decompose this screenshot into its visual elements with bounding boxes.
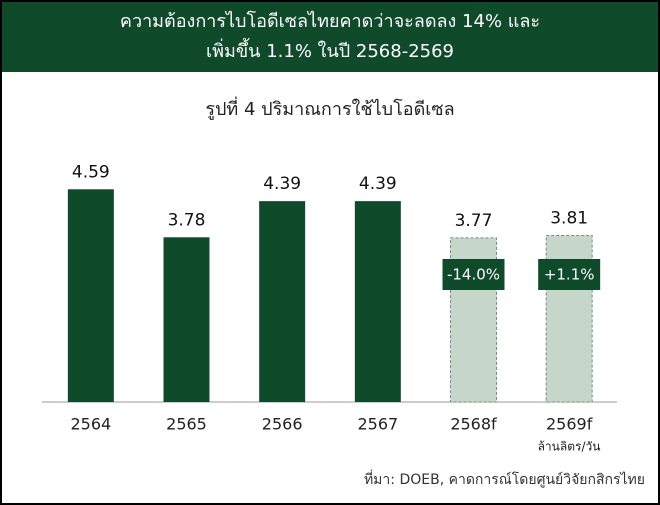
value-label: 4.39	[359, 174, 397, 194]
header	[2, 2, 658, 72]
x-tick-label: 2567	[357, 415, 398, 434]
value-label: 3.81	[550, 209, 588, 229]
unit-label: ล้านลิตร/วัน	[538, 440, 601, 454]
bar	[67, 189, 114, 402]
bar	[259, 201, 306, 402]
x-tick-label: 2564	[70, 415, 111, 434]
bar	[163, 237, 210, 402]
x-tick-label: 2569f	[546, 415, 593, 434]
change-badge	[538, 259, 601, 290]
x-tick-label: 2568f	[450, 415, 497, 434]
change-label: -14.0%	[447, 266, 500, 284]
source: ที่มา: DOEB, คาดการณ์โดยศูนย์วิจัยกสิกรไ…	[364, 470, 645, 488]
chart-title: ความต้องการไบโอดีเซลไทยคาดว่าจะลดลง 14% …	[120, 10, 540, 32]
x-tick-label: 2566	[262, 415, 303, 434]
value-label: 4.39	[263, 174, 301, 194]
chart-subtitle: รูปที่ 4 ปริมาณการใช้ไบโอดีเซล	[205, 96, 454, 120]
chart-title: เพิ่มขึ้น 1.1% ในปี 2568-2569	[206, 38, 454, 62]
x-tick-label: 2565	[166, 415, 207, 434]
bar	[354, 201, 401, 402]
value-label: 3.77	[455, 211, 493, 231]
value-label: 4.59	[72, 162, 110, 182]
change-label: +1.1%	[544, 266, 595, 284]
value-label: 3.78	[168, 210, 206, 230]
change-badge	[442, 259, 505, 290]
